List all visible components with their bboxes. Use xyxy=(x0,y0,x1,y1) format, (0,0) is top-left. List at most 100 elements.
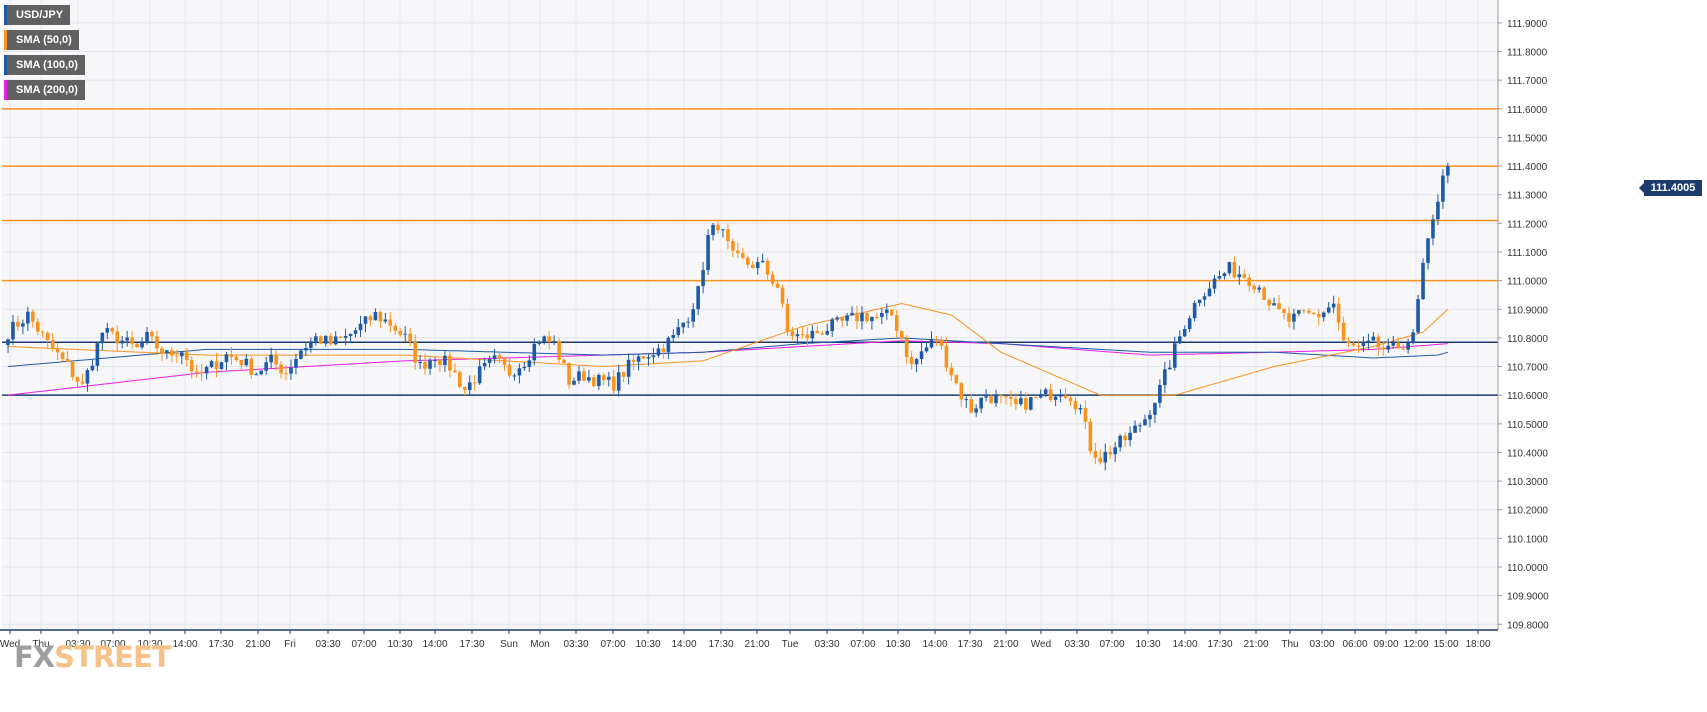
candle-body xyxy=(701,270,705,287)
candle-body xyxy=(438,360,442,365)
candle-body xyxy=(507,364,512,376)
legend-item-sma100[interactable]: SMA (100,0) xyxy=(4,55,85,75)
price-tick-label: 111.1000 xyxy=(1507,248,1548,259)
candle-body xyxy=(482,362,487,367)
candle-body xyxy=(825,331,830,335)
candle-body xyxy=(219,362,224,370)
candle-body xyxy=(85,370,90,384)
candle-body xyxy=(26,311,30,324)
candle-body xyxy=(721,229,725,231)
candle-body xyxy=(800,334,805,336)
candle-body xyxy=(775,283,780,288)
candle-body xyxy=(105,328,110,333)
legend-item-sma50[interactable]: SMA (50,0) xyxy=(4,30,79,50)
candle-body xyxy=(130,337,134,344)
candle-body xyxy=(1133,425,1137,433)
candle-body xyxy=(224,354,229,363)
candle-body xyxy=(428,360,432,369)
candle-body xyxy=(299,350,303,359)
candle-body xyxy=(418,361,422,363)
time-tick-label: Sun xyxy=(500,639,518,650)
candle-body xyxy=(820,333,825,335)
candle-body xyxy=(870,316,874,322)
candle-body xyxy=(899,330,904,339)
candle-body xyxy=(1292,313,1296,322)
legend-item-symbol[interactable]: USD/JPY xyxy=(4,5,71,25)
candle-body xyxy=(726,229,730,242)
time-tick-label: Fri xyxy=(284,639,296,650)
candle-body xyxy=(1103,451,1108,463)
candle-body xyxy=(1446,166,1450,176)
price-tick-label: 110.3000 xyxy=(1507,477,1548,488)
candle-body xyxy=(175,355,179,357)
candle-body xyxy=(1311,312,1316,314)
time-tick-label: 03:00 xyxy=(1309,639,1334,650)
candle-body xyxy=(939,339,944,346)
candle-body xyxy=(1297,310,1301,314)
time-tick-label: 03:30 xyxy=(1064,639,1089,650)
candle-body xyxy=(1168,367,1172,370)
candle-body xyxy=(115,331,120,344)
time-tick-label: Wed xyxy=(1031,639,1051,650)
candle-body xyxy=(537,341,542,344)
price-tick-label: 109.8000 xyxy=(1507,620,1549,631)
price-tick-label: 111.2000 xyxy=(1507,219,1548,230)
candle-body xyxy=(1321,312,1326,318)
candle-body xyxy=(860,312,864,322)
candle-body xyxy=(1187,318,1192,330)
candle-body xyxy=(994,395,998,404)
candle-body xyxy=(984,396,988,398)
candle-body xyxy=(249,358,254,375)
candle-body xyxy=(1083,407,1088,422)
candle-body xyxy=(582,371,586,381)
candle-body xyxy=(1376,336,1381,348)
candle-body xyxy=(736,250,740,254)
price-tick-label: 111.3000 xyxy=(1507,191,1548,202)
candle-body xyxy=(1128,432,1132,441)
time-tick-label: 10:30 xyxy=(635,639,660,650)
legend-item-sma200[interactable]: SMA (200,0) xyxy=(4,80,85,100)
time-tick-label: 07:00 xyxy=(100,639,125,650)
candle-body xyxy=(472,382,477,384)
candle-body xyxy=(646,357,651,359)
candle-body xyxy=(865,312,869,322)
legend-swatch-sma50 xyxy=(4,30,7,50)
candle-body xyxy=(284,373,288,375)
candle-body xyxy=(1406,343,1410,350)
candle-body xyxy=(1172,343,1177,368)
candle-body xyxy=(179,352,184,357)
candle-body xyxy=(363,316,368,324)
candle-body xyxy=(135,343,139,348)
candle-body xyxy=(894,315,899,331)
candle-body xyxy=(1153,402,1157,415)
price-tick-label: 111.4000 xyxy=(1507,162,1548,173)
candle-body xyxy=(1396,342,1400,349)
candle-body xyxy=(95,343,100,366)
candle-body xyxy=(562,359,566,363)
candle-body xyxy=(696,286,700,310)
candle-body xyxy=(741,253,745,258)
candle-body xyxy=(909,357,914,365)
candle-body xyxy=(1053,396,1058,400)
candle-body xyxy=(855,312,859,322)
candle-body xyxy=(443,355,447,365)
candle-body xyxy=(35,321,40,332)
time-tick-label: Thu xyxy=(1281,639,1298,650)
candle-body xyxy=(1177,336,1182,344)
candle-body xyxy=(1242,274,1247,278)
candle-body xyxy=(934,338,939,340)
price-tick-label: 110.7000 xyxy=(1507,363,1548,374)
candle-body xyxy=(1058,395,1063,397)
time-tick-label: 21:00 xyxy=(1243,639,1268,650)
candle-body xyxy=(954,375,959,384)
time-tick-label: Thu xyxy=(32,639,49,650)
candle-body xyxy=(1048,389,1053,400)
candle-body xyxy=(969,399,974,413)
price-tick-label: 110.4000 xyxy=(1507,448,1548,459)
legend-label-sma200: SMA (200,0) xyxy=(16,84,78,96)
candle-body xyxy=(199,371,204,374)
candle-body xyxy=(1252,285,1257,290)
candle-body xyxy=(75,376,80,382)
candle-body xyxy=(577,371,581,381)
